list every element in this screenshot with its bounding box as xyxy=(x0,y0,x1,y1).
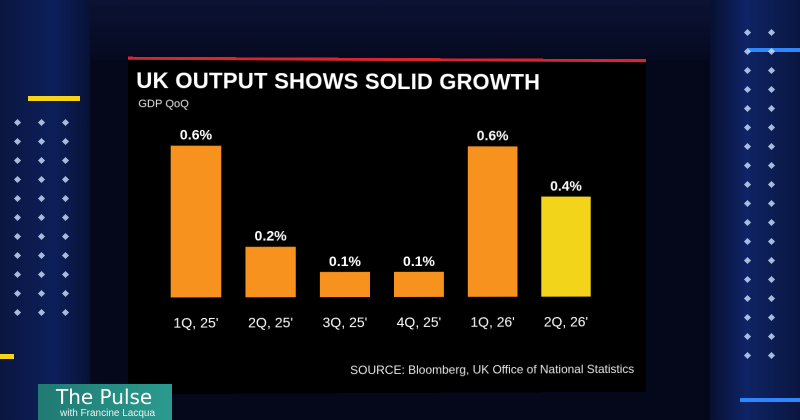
bar xyxy=(171,146,222,298)
studio-dot-pattern xyxy=(60,120,70,329)
studio-dot-pattern xyxy=(12,120,22,329)
studio-light-strip xyxy=(740,398,800,402)
x-tick-label: 4Q, 25' xyxy=(397,314,442,330)
x-tick-label: 2Q, 25' xyxy=(248,314,293,330)
studio-background-right xyxy=(710,0,800,420)
bar xyxy=(245,247,295,298)
x-tick-label: 3Q, 25' xyxy=(323,314,368,330)
chart-source: SOURCE: Bloomberg, UK Office of National… xyxy=(350,362,634,377)
bar-chart: 0.6% 1Q, 25' 0.2% 2Q, 25' 0.1% 3Q, 25' 0.1% 4Q,… xyxy=(128,60,646,395)
studio-light-strip xyxy=(0,354,14,359)
x-tick-label: 2Q, 26' xyxy=(544,314,588,330)
show-title: The Pulse xyxy=(56,385,152,409)
studio-dot-pattern xyxy=(766,30,776,372)
show-logo: The Pulse with Francine Lacqua xyxy=(38,384,172,420)
data-label: 0.1% xyxy=(329,253,361,269)
x-tick-label: 1Q, 25' xyxy=(173,314,218,330)
bar xyxy=(541,197,590,297)
studio-background-top xyxy=(90,0,710,60)
data-label: 0.2% xyxy=(255,228,288,244)
studio-dot-pattern xyxy=(36,120,46,329)
chart-subtitle: GDP QoQ xyxy=(138,98,189,110)
data-label: 0.6% xyxy=(477,127,509,143)
data-label: 0.1% xyxy=(403,253,435,269)
chart-board: 0.6% 1Q, 25' 0.2% 2Q, 25' 0.1% 3Q, 25' 0.1% 4Q,… xyxy=(128,57,646,395)
data-label: 0.6% xyxy=(180,127,213,143)
studio-light-strip xyxy=(28,96,80,101)
bar xyxy=(468,146,518,297)
studio-dot-pattern xyxy=(742,30,752,372)
x-tick-label: 1Q, 26' xyxy=(470,314,514,330)
bar xyxy=(320,272,370,297)
bar xyxy=(394,272,444,297)
show-subtitle: with Francine Lacqua xyxy=(60,408,155,419)
data-label: 0.4% xyxy=(550,178,582,194)
chart-title: UK OUTPUT SHOWS SOLID GROWTH xyxy=(136,68,540,96)
